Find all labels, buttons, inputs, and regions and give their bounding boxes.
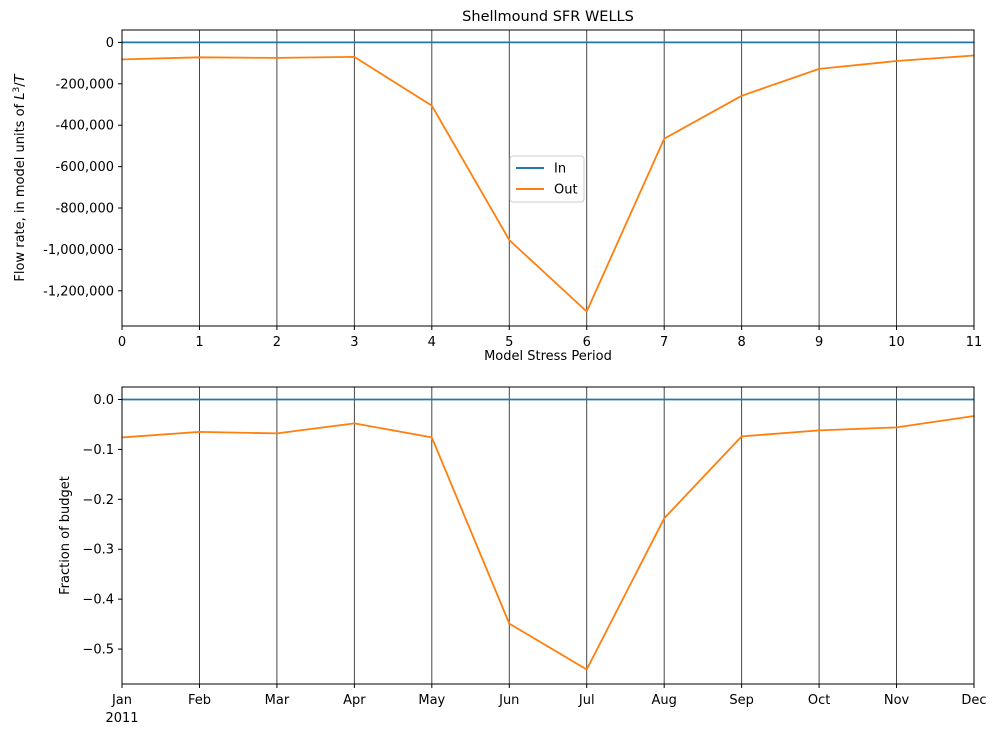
chart2-xtick-label-5: Jun bbox=[498, 693, 519, 708]
chart2-xtick-label-6: Jul bbox=[578, 693, 595, 708]
chart2-plot-frame bbox=[121, 386, 975, 685]
chart1-ytick-label-6: -1,200,000 bbox=[43, 284, 114, 299]
chart2-ytick-label-0: 0.0 bbox=[93, 393, 114, 408]
chart1-xtick-label-9: 9 bbox=[815, 335, 823, 350]
chart1-ytick-label-5: -1,000,000 bbox=[43, 243, 114, 258]
chart2-xtick-year-label: 2011 bbox=[105, 711, 138, 726]
chart1-xtick-label-2: 2 bbox=[273, 335, 281, 350]
chart2-xtick-label-4: May bbox=[418, 693, 445, 708]
chart1-xtick-label-5: 5 bbox=[505, 335, 513, 350]
chart2-xtick-label-9: Oct bbox=[808, 693, 830, 708]
chart1-xtick-label-6: 6 bbox=[583, 335, 591, 350]
chart1-xtick-label-10: 10 bbox=[888, 335, 905, 350]
chart2-xtick-label-0: Jan bbox=[111, 693, 132, 708]
chart2-ytick-label-4: −0.4 bbox=[82, 593, 114, 608]
chart2-ytick-label-5: −0.5 bbox=[82, 643, 114, 658]
chart1-ytick-label-2: -400,000 bbox=[56, 119, 114, 134]
legend-label-out: Out bbox=[554, 183, 578, 198]
chart1-xtick-label-1: 1 bbox=[195, 335, 203, 350]
chart2-xtick-label-1: Feb bbox=[188, 693, 211, 708]
chart1-ytick-label-4: -800,000 bbox=[56, 202, 114, 217]
chart2-xtick-label-7: Aug bbox=[651, 693, 676, 708]
chart1-title: Shellmound SFR WELLS bbox=[462, 9, 634, 25]
chart2-xtick-label-10: Nov bbox=[884, 693, 910, 708]
chart1-plot-frame bbox=[121, 29, 975, 327]
chart1-xtick-label-3: 3 bbox=[350, 335, 358, 350]
chart2-ylabel: Fraction of budget bbox=[58, 476, 73, 595]
chart1-xlabel: Model Stress Period bbox=[484, 349, 612, 364]
chart1-ytick-label-0: 0 bbox=[106, 36, 114, 51]
chart2-series-out-line bbox=[121, 415, 975, 671]
chart1-ylabel: Flow rate, in model units of L3/T bbox=[12, 73, 28, 281]
chart2-xtick-label-3: Apr bbox=[343, 693, 366, 708]
chart1-xtick-label-0: 0 bbox=[118, 335, 126, 350]
chart1-xtick-label-4: 4 bbox=[428, 335, 436, 350]
legend-label-in: In bbox=[554, 162, 566, 177]
chart1-xtick-label-7: 7 bbox=[660, 335, 668, 350]
chart1-ytick-label-1: -200,000 bbox=[56, 77, 114, 92]
chart2-ytick-label-2: −0.2 bbox=[82, 493, 114, 508]
chart1-ytick-label-3: -600,000 bbox=[56, 160, 114, 175]
chart1-series-out-line bbox=[121, 54, 975, 313]
chart1-xtick-label-8: 8 bbox=[737, 335, 745, 350]
chart2-xtick-label-8: Sep bbox=[729, 693, 754, 708]
chart2-xtick-label-11: Dec bbox=[961, 693, 986, 708]
chart1-xtick-label-11: 11 bbox=[966, 335, 983, 350]
chart2-xtick-label-2: Mar bbox=[265, 693, 290, 708]
chart2-ytick-label-1: −0.1 bbox=[82, 443, 114, 458]
chart2-ytick-label-3: −0.3 bbox=[82, 543, 114, 558]
